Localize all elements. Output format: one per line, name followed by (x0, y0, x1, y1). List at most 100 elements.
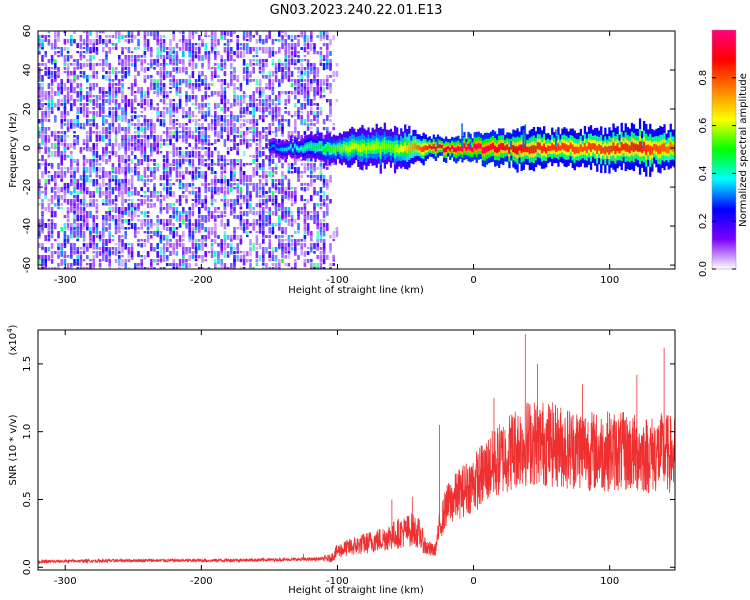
heatmap-cell (38, 75, 41, 82)
heatmap-cell (303, 131, 307, 135)
heatmap-cell (114, 199, 118, 202)
heatmap-cell (124, 211, 127, 215)
heatmap-band-cell (647, 144, 650, 152)
heatmap-cell (207, 83, 211, 90)
heatmap-cell (230, 75, 233, 81)
heatmap-cell (63, 123, 67, 126)
heatmap-cell (166, 107, 169, 114)
heatmap-cell (134, 235, 137, 238)
heatmap-band-cell (573, 146, 576, 155)
heatmap-cell (220, 79, 223, 83)
heatmap-cell (268, 75, 271, 83)
heatmap-cell (214, 171, 217, 175)
heatmap-cell (233, 83, 236, 91)
heatmap-cell (262, 47, 265, 54)
heatmap-cell (233, 119, 236, 122)
heatmap-cell (66, 239, 70, 244)
colorbar-tick-label: 0.2 (698, 213, 709, 229)
heatmap-cell (204, 35, 207, 38)
heatmap-cell (169, 207, 172, 211)
heatmap-cell (220, 183, 223, 191)
heatmap-cell (76, 107, 79, 111)
heatmap-cell (290, 55, 294, 61)
heatmap-cell (300, 71, 303, 75)
heatmap-cell (271, 263, 275, 266)
heatmap-cell (268, 47, 271, 55)
heatmap-cell (322, 243, 326, 249)
heatmap-cell (287, 183, 291, 190)
heatmap-cell (294, 155, 297, 163)
heatmap-cell (300, 135, 303, 140)
heatmap-cell (54, 139, 57, 142)
heatmap-cell (41, 263, 44, 269)
heatmap-cell (262, 255, 265, 263)
heatmap-cell (108, 143, 111, 146)
heatmap-cell (274, 75, 278, 83)
heatmap-cell (162, 163, 166, 170)
heatmap-band-cell (571, 144, 574, 152)
heatmap-cell (210, 215, 214, 219)
heatmap-cell (105, 59, 108, 66)
heatmap-cell (54, 63, 57, 69)
heatmap-cell (265, 235, 268, 238)
heatmap-band-cell (347, 146, 350, 153)
heatmap-cell (172, 183, 175, 186)
heatmap-cell (249, 211, 252, 214)
heatmap-cell (268, 255, 271, 259)
heatmap-cell (143, 95, 147, 100)
heatmap-cell (252, 47, 255, 52)
heatmap-cell (310, 99, 313, 107)
heatmap-cell (130, 31, 134, 39)
heatmap-cell (230, 167, 233, 174)
heatmap-cell (108, 47, 111, 54)
heatmap-cell (63, 55, 67, 62)
heatmap-cell (143, 183, 147, 187)
heatmap-cell (278, 47, 281, 54)
heatmap-cell (182, 79, 185, 84)
heatmap-cell (178, 147, 182, 151)
heatmap-band-cell (375, 141, 378, 150)
heatmap-cell (172, 251, 175, 255)
heatmap-cell (118, 191, 121, 197)
heatmap-cell (316, 267, 319, 269)
heatmap-cell (329, 131, 332, 134)
heatmap-cell (332, 127, 335, 131)
heatmap-cell (92, 159, 95, 163)
heatmap-cell (63, 99, 67, 105)
heatmap-cell (310, 127, 313, 130)
heatmap-cell (102, 203, 105, 206)
heatmap-cell (121, 115, 124, 122)
heatmap-cell (124, 199, 127, 203)
heatmap-cell (105, 195, 108, 203)
heatmap-cell (108, 235, 111, 240)
heatmap-cell (134, 99, 137, 102)
heatmap-cell (114, 179, 118, 186)
heatmap-cell (137, 263, 140, 267)
heatmap-cell (278, 203, 281, 211)
heatmap-cell (153, 203, 156, 208)
heatmap-band-cell (316, 145, 319, 150)
heatmap-cell (300, 107, 303, 110)
heatmap-cell (329, 107, 332, 114)
heatmap-cell (265, 47, 268, 54)
heatmap-cell (63, 155, 67, 161)
heatmap-cell (57, 67, 60, 72)
heatmap-cell (329, 51, 332, 56)
heatmap-cell (140, 147, 143, 155)
heatmap-cell (89, 63, 92, 71)
heatmap-cell (265, 155, 268, 160)
heatmap-cell (182, 231, 185, 238)
heatmap-cell (246, 71, 249, 79)
heatmap-cell (182, 159, 185, 165)
heatmap-cell (134, 227, 137, 235)
heatmap-cell (153, 183, 156, 187)
heatmap-cell (73, 119, 76, 127)
heatmap-cell (70, 79, 73, 84)
heatmap-cell (194, 55, 198, 59)
heatmap-band-cell (389, 144, 393, 152)
heatmap-cell (246, 95, 249, 98)
heatmap-cell (335, 227, 339, 235)
heatmap-cell (89, 235, 92, 241)
heatmap-cell (127, 179, 131, 186)
